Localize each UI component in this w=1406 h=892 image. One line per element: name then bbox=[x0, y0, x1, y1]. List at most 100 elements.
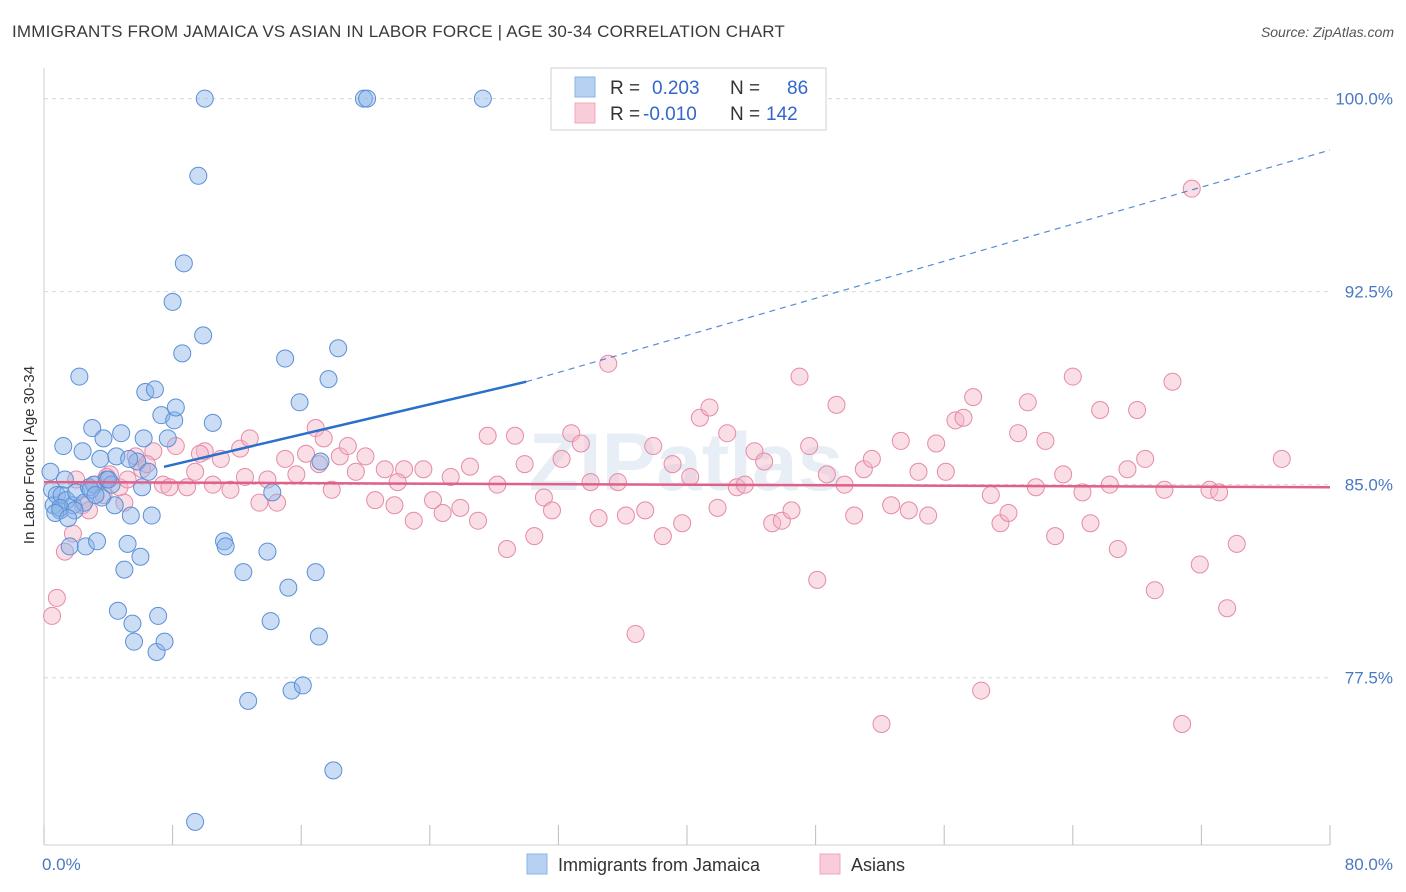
asian-point bbox=[451, 498, 470, 517]
asian-point bbox=[571, 434, 590, 453]
asian-point bbox=[891, 431, 910, 450]
jamaica-point bbox=[54, 437, 73, 456]
jamaica-point bbox=[99, 470, 118, 489]
jamaica-point bbox=[73, 442, 92, 461]
gridlines: 77.5% 85.0% 92.5% 100.0% bbox=[44, 90, 1393, 688]
bottom-legend-label-asians: Asians bbox=[851, 855, 905, 875]
jamaica-point bbox=[165, 411, 184, 430]
asian-point bbox=[817, 465, 836, 484]
asian-point bbox=[322, 480, 341, 499]
bottom-legend: Immigrants from Jamaica Asians bbox=[526, 853, 905, 875]
jamaica-point bbox=[258, 542, 277, 561]
jamaica-point bbox=[123, 614, 142, 633]
asian-point bbox=[385, 496, 404, 515]
legend-r-value-2: -0.010 bbox=[643, 104, 697, 125]
asian-point bbox=[268, 493, 287, 512]
legend-r-value-1: 0.203 bbox=[652, 78, 700, 99]
jamaica-point bbox=[279, 578, 298, 597]
jamaica-point bbox=[163, 292, 182, 311]
asian-point bbox=[1091, 401, 1110, 420]
asian-point bbox=[653, 527, 672, 546]
asian-point bbox=[1210, 483, 1229, 502]
asian-point bbox=[235, 467, 254, 486]
asian-point bbox=[1145, 581, 1164, 600]
asian-point bbox=[221, 480, 240, 499]
legend: R = 0.203 N = 86 R = -0.010 N = 142 bbox=[550, 67, 827, 131]
asian-point bbox=[954, 408, 973, 427]
asian-point bbox=[1118, 460, 1137, 479]
jamaica-point bbox=[155, 632, 174, 651]
asian-point bbox=[250, 493, 269, 512]
jamaica-point bbox=[186, 812, 205, 831]
asian-point bbox=[505, 426, 524, 445]
asian-point bbox=[1163, 372, 1182, 391]
asian-point bbox=[1018, 393, 1037, 412]
y-tick-label: 77.5% bbox=[1345, 669, 1393, 688]
jamaica-point bbox=[173, 344, 192, 363]
asian-point bbox=[644, 437, 663, 456]
asian-point bbox=[626, 624, 645, 643]
jamaica-point bbox=[282, 681, 301, 700]
asian-point bbox=[1036, 431, 1055, 450]
asian-point bbox=[203, 475, 222, 494]
asian-point bbox=[375, 460, 394, 479]
asian-point bbox=[1009, 424, 1028, 443]
jamaica-point bbox=[261, 612, 280, 631]
jamaica-point bbox=[329, 339, 348, 358]
asian-point bbox=[981, 485, 1000, 504]
jamaica-point bbox=[149, 606, 168, 625]
asian-point bbox=[673, 514, 692, 533]
jamaica-point bbox=[145, 380, 164, 399]
asian-point bbox=[608, 473, 627, 492]
jamaica-point bbox=[108, 601, 127, 620]
asian-point bbox=[800, 437, 819, 456]
asian-point bbox=[589, 509, 608, 528]
asian-point bbox=[872, 715, 891, 734]
legend-r-label-2: R = bbox=[610, 104, 640, 125]
jamaica-point bbox=[86, 485, 105, 504]
jamaica-point bbox=[319, 370, 338, 389]
asian-point bbox=[1218, 599, 1237, 618]
jamaica-point bbox=[203, 413, 222, 432]
jamaica-point bbox=[142, 506, 161, 525]
jamaica-point bbox=[293, 676, 312, 695]
asian-point bbox=[424, 491, 443, 510]
asian-point bbox=[1136, 449, 1155, 468]
jamaica-point bbox=[125, 632, 144, 651]
asian-point bbox=[356, 447, 375, 466]
y-tick-label: 100.0% bbox=[1335, 90, 1393, 109]
asian-point bbox=[160, 478, 179, 497]
jamaica-point bbox=[52, 485, 71, 504]
asian-point bbox=[616, 506, 635, 525]
jamaica-point bbox=[65, 501, 84, 520]
jamaica-point bbox=[234, 563, 253, 582]
jamaica-point bbox=[194, 326, 213, 345]
asian-point bbox=[1155, 480, 1174, 499]
asian-point bbox=[882, 496, 901, 515]
asian-point bbox=[700, 398, 719, 417]
asian-point bbox=[338, 437, 357, 456]
asian-point bbox=[287, 465, 306, 484]
jamaica-point bbox=[70, 367, 89, 386]
asian-point bbox=[681, 467, 700, 486]
asian-point bbox=[1073, 483, 1092, 502]
asian-point bbox=[1182, 179, 1201, 198]
asian-point bbox=[599, 354, 618, 373]
jamaica-point bbox=[83, 419, 102, 438]
asian-point bbox=[782, 501, 801, 520]
asian-point bbox=[297, 444, 316, 463]
legend-n-label-1: N = bbox=[730, 78, 760, 99]
jamaica-point bbox=[91, 449, 110, 468]
asian-point bbox=[1054, 465, 1073, 484]
jamaica-trend-line bbox=[163, 380, 527, 468]
asian-point bbox=[964, 388, 983, 407]
chart-source: Source: ZipAtlas.com bbox=[1260, 24, 1394, 40]
asian-point bbox=[276, 449, 295, 468]
chart-title: IMMIGRANTS FROM JAMAICA VS ASIAN IN LABO… bbox=[12, 22, 785, 41]
asian-point bbox=[1081, 514, 1100, 533]
jamaica-trend-extension bbox=[526, 149, 1331, 383]
asian-point bbox=[43, 606, 62, 625]
asian-point bbox=[47, 588, 66, 607]
bottom-legend-label-jamaica: Immigrants from Jamaica bbox=[558, 855, 761, 875]
